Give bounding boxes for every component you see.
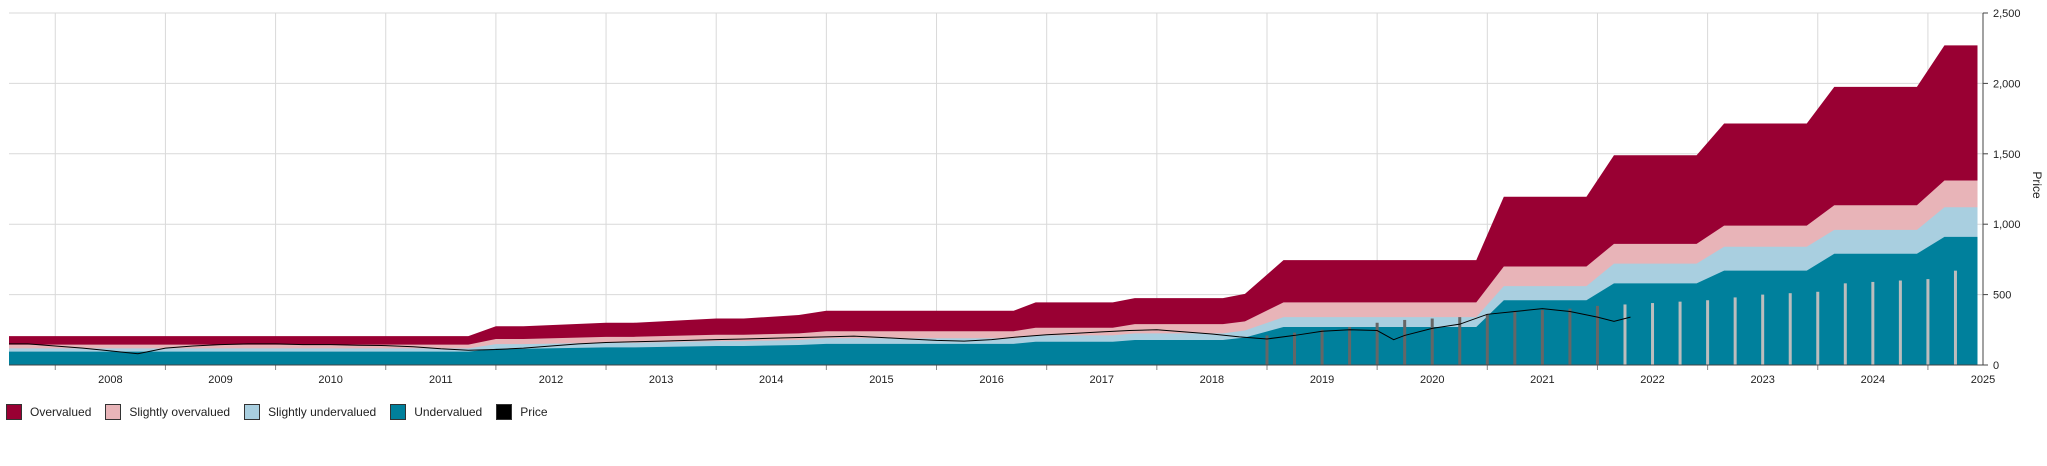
bar — [1816, 291, 1820, 365]
x-tick-label: 2009 — [208, 374, 232, 386]
axes: 0 500 1,000 1,500 2,000 2,500 2008 2009 2010 2011… — [9, 8, 2021, 386]
bar — [1733, 297, 1737, 365]
bar — [1513, 311, 1517, 365]
y-tick-label: 1,500 — [1993, 149, 2021, 161]
x-tick-label: 2015 — [869, 374, 893, 386]
legend-label: Undervalued — [414, 405, 483, 419]
bar — [1843, 283, 1847, 365]
x-tick-label: 2024 — [1861, 374, 1885, 386]
bar — [1953, 270, 1957, 365]
x-tick-label: 2014 — [759, 374, 783, 386]
y-tick-label: 0 — [1993, 360, 1999, 372]
bar — [1485, 314, 1489, 365]
bar — [1540, 310, 1544, 365]
bar — [1375, 322, 1379, 365]
bar — [1458, 317, 1462, 365]
y-tick-label: 1,000 — [1993, 219, 2021, 231]
bar — [1595, 305, 1599, 365]
legend-item-price[interactable]: Price — [496, 404, 548, 420]
legend-swatch-undervalued — [390, 404, 407, 420]
x-tick-label: 2012 — [539, 374, 563, 386]
bar — [1706, 300, 1710, 365]
x-tick-label: 2021 — [1530, 374, 1554, 386]
legend-item-slightly-undervalued[interactable]: Slightly undervalued — [244, 404, 376, 420]
legend-swatch-slightly-undervalued — [244, 404, 261, 420]
legend: Overvalued Slightly overvalued Slightly … — [6, 404, 548, 420]
bar — [1430, 318, 1434, 365]
legend-swatch-overvalued — [6, 404, 22, 420]
bar — [1265, 335, 1269, 365]
x-tick-label: 2022 — [1640, 374, 1664, 386]
legend-swatch-price — [496, 404, 513, 420]
bar — [1320, 329, 1324, 365]
legend-item-undervalued[interactable]: Undervalued — [390, 404, 482, 420]
x-tick-label: 2020 — [1420, 374, 1444, 386]
x-tick-label: 2019 — [1310, 374, 1334, 386]
bar — [1568, 308, 1572, 365]
legend-item-slightly-overvalued[interactable]: Slightly overvalued — [105, 404, 230, 420]
bar — [1293, 332, 1297, 365]
legend-item-overvalued[interactable]: Overvalued — [6, 404, 91, 420]
x-tick-label: 2016 — [979, 374, 1003, 386]
bar — [1926, 279, 1930, 365]
band-overvalued — [9, 45, 1978, 365]
legend-label: Slightly undervalued — [268, 405, 377, 419]
bar — [1761, 294, 1765, 365]
legend-label: Overvalued — [30, 405, 92, 419]
bands — [9, 45, 1978, 365]
y-tick-label: 2,000 — [1993, 78, 2021, 90]
x-tick-label: 2010 — [318, 374, 342, 386]
bar — [1348, 326, 1352, 365]
x-tick-label: 2018 — [1200, 374, 1224, 386]
legend-label: Slightly overvalued — [129, 405, 231, 419]
price-line-layer — [9, 308, 1631, 355]
x-tick-label: 2011 — [429, 374, 453, 386]
bar — [1871, 281, 1875, 365]
bars — [1265, 270, 1957, 365]
x-tick-label: 2013 — [649, 374, 673, 386]
bar — [1898, 280, 1902, 365]
band-undervalued — [9, 236, 1978, 365]
bar — [1623, 304, 1627, 365]
x-tick-label: 2023 — [1750, 374, 1774, 386]
price-line — [9, 308, 1631, 355]
x-tick-label: 2025 — [1971, 374, 1995, 386]
x-tick-label: 2017 — [1090, 374, 1114, 386]
y-tick-label: 2,500 — [1993, 8, 2021, 20]
bar — [1651, 303, 1655, 365]
bar — [1678, 301, 1682, 365]
legend-swatch-slightly-overvalued — [105, 404, 122, 420]
legend-label: Price — [520, 405, 548, 419]
x-tick-label: 2008 — [98, 374, 122, 386]
y-tick-label: 500 — [1993, 290, 2011, 302]
bar — [1788, 293, 1792, 365]
y-axis-label: Price — [2030, 171, 2044, 199]
bar — [1403, 319, 1407, 365]
